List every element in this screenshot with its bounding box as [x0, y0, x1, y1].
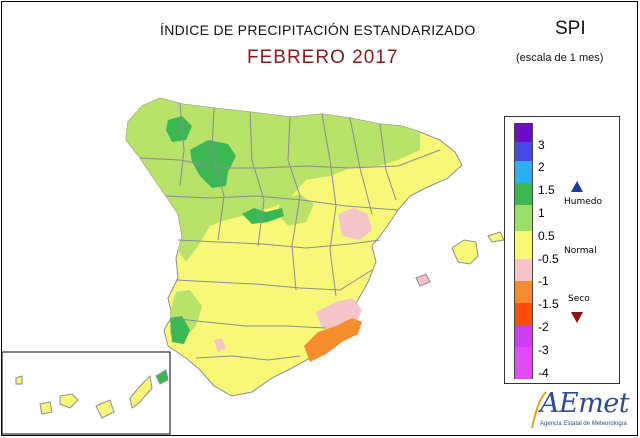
wet-arrow-icon: [571, 181, 583, 192]
dry-arrow-icon: [571, 312, 583, 323]
canary-islands: [15, 369, 169, 419]
legend-swatch-1_5-2: [514, 161, 533, 183]
leon-green-zone: [190, 140, 236, 188]
legend-swatch-1-1_5: [514, 183, 533, 205]
iberian-pink-zone: [338, 208, 372, 240]
legend-swatch-minus1: [514, 281, 533, 303]
legend-tick-minus1: -1: [538, 274, 549, 288]
galicia-green-zone: [166, 116, 192, 142]
ibiza: [415, 273, 431, 287]
legend-tick-minus4: -4: [538, 366, 549, 380]
logo-agency-name: Agencia Estatal de Meteorología: [540, 421, 627, 427]
map-title: ÍNDICE DE PRECIPITACIÓN ESTANDARIZADO: [160, 22, 476, 38]
legend-swatch-2-3: [514, 142, 533, 161]
almeria-orange-zone: [304, 318, 362, 362]
central-light-green-patch: [278, 194, 314, 226]
huelva-pink-zone: [214, 338, 226, 352]
logo-curve-icon: [531, 391, 547, 429]
legend-swatch-3plus: [514, 123, 533, 142]
legend-tick-1: 1: [538, 206, 545, 220]
legend-tick-1_5: 1.5: [538, 183, 555, 197]
legend-tick-minus1_5: -1.5: [538, 297, 559, 311]
legend-tick-minus0_5: -0.5: [538, 252, 559, 266]
aemet-logo: AEmet Agencia Estatal de Meteorología: [530, 388, 634, 432]
spi-legend: 3 2 1.5 1 0.5 -0.5 -1 -1.5 -2 -3 -4 Hume…: [504, 116, 620, 384]
legend-tick-minus2: -2: [538, 320, 549, 334]
legend-swatch-minus2: [514, 325, 533, 347]
legend-swatch-0_5-1: [514, 205, 533, 231]
legend-swatch-minus1_5: [514, 303, 533, 325]
wet-label: Humedo: [564, 197, 602, 207]
logo-wordmark: AEmet: [540, 388, 630, 419]
legend-tick-0_5: 0.5: [538, 229, 555, 243]
normal-label: Normal: [564, 246, 597, 256]
legend-swatch-minus0_5: [514, 259, 533, 281]
mallorca: [451, 239, 479, 265]
dry-label: Seco: [568, 294, 590, 304]
scale-note: (escala de 1 mes): [516, 52, 604, 64]
legend-tick-2: 2: [538, 160, 545, 174]
index-name: SPI: [555, 18, 586, 39]
legend-tick-minus3: -3: [538, 343, 549, 357]
legend-tick-3: 3: [538, 138, 545, 152]
canary-inset-frame: [1, 351, 171, 435]
duero-green-zone: [242, 208, 284, 224]
menorca: [487, 231, 505, 243]
north-light-green-zone: [126, 98, 420, 262]
map-period: FEBRERO 2017: [247, 47, 399, 68]
legend-swatch-normal: [514, 231, 533, 259]
portugal-border-green-zone: [170, 316, 190, 344]
legend-swatch-minus3: [514, 347, 533, 379]
province-borders: [139, 103, 441, 361]
